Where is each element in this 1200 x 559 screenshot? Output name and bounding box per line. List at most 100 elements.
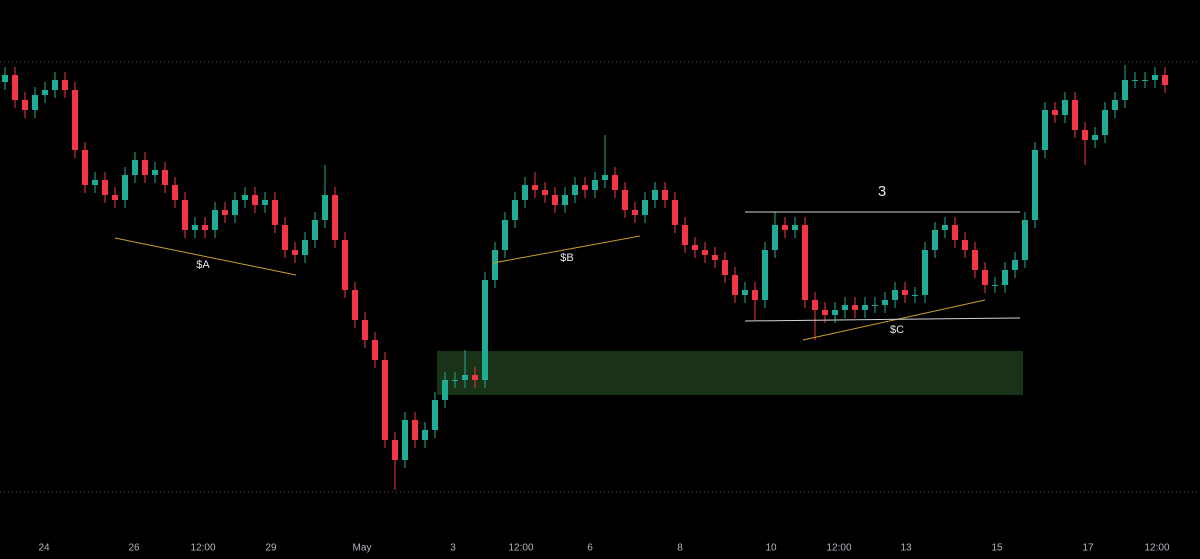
candle-body xyxy=(62,80,68,90)
candle-body xyxy=(562,195,568,205)
candle-body xyxy=(692,245,698,250)
candle-body xyxy=(942,225,948,230)
candle-body xyxy=(632,210,638,215)
candle-body xyxy=(902,290,908,295)
x-tick-label: 12:00 xyxy=(826,543,851,554)
candle-body xyxy=(772,225,778,250)
candle-body xyxy=(992,285,998,286)
trend-line xyxy=(744,317,1021,322)
candle-body xyxy=(822,310,828,315)
candle-body xyxy=(322,195,328,220)
x-tick-label: 13 xyxy=(900,543,912,554)
trend-line xyxy=(114,237,297,276)
candle-body xyxy=(1082,130,1088,140)
candle-body xyxy=(502,220,508,250)
candle-body xyxy=(342,240,348,290)
candle-body xyxy=(742,290,748,295)
candle-body xyxy=(482,280,488,380)
candle-body xyxy=(262,200,268,205)
candle-body xyxy=(622,190,628,210)
x-tick-label: 8 xyxy=(677,543,683,554)
x-tick-label: 6 xyxy=(587,543,593,554)
candle-body xyxy=(702,250,708,255)
candle-body xyxy=(552,195,558,205)
candle-body xyxy=(582,185,588,190)
annotation: $C xyxy=(890,324,904,336)
candle-body xyxy=(252,195,258,205)
candle-body xyxy=(382,360,388,440)
candle-body xyxy=(132,160,138,175)
candle-body xyxy=(872,305,878,306)
candle-body xyxy=(172,185,178,200)
candle-body xyxy=(192,225,198,230)
candle-body xyxy=(462,375,468,380)
candle-body xyxy=(152,170,158,175)
candle-body xyxy=(932,230,938,250)
candle-body xyxy=(302,240,308,255)
candle-body xyxy=(1092,135,1098,140)
candle-body xyxy=(952,225,958,240)
candle-body xyxy=(972,250,978,270)
candle-body xyxy=(762,250,768,300)
candle-body xyxy=(392,440,398,460)
candle-body xyxy=(982,270,988,285)
candle-body xyxy=(732,275,738,295)
candle-body xyxy=(1042,110,1048,150)
candle-body xyxy=(52,80,58,90)
x-tick-label: 17 xyxy=(1082,543,1094,554)
candle-body xyxy=(372,340,378,360)
candle-body xyxy=(472,375,478,380)
candle-body xyxy=(882,300,888,305)
x-tick-label: 15 xyxy=(991,543,1003,554)
candle-body xyxy=(542,190,548,195)
candle-body xyxy=(282,225,288,250)
candle-body xyxy=(362,320,368,340)
candle-body xyxy=(892,290,898,300)
x-tick-label: 10 xyxy=(765,543,777,554)
candle-body xyxy=(242,195,248,200)
candle-body xyxy=(912,295,918,296)
candle-body xyxy=(532,185,538,190)
candle-body xyxy=(1162,75,1168,85)
candle-body xyxy=(352,290,358,320)
candle-body xyxy=(32,95,38,110)
candle-body xyxy=(2,75,8,82)
x-tick-label: 12:00 xyxy=(1144,543,1169,554)
candle-body xyxy=(612,175,618,190)
candle-body xyxy=(1062,100,1068,115)
candle-body xyxy=(332,195,338,240)
candle-body xyxy=(72,90,78,150)
x-tick-label: 12:00 xyxy=(508,543,533,554)
trend-line xyxy=(492,235,641,264)
candle-body xyxy=(922,250,928,295)
candle-body xyxy=(142,160,148,175)
candle-body xyxy=(42,90,48,95)
candle-body xyxy=(1122,80,1128,100)
candle-body xyxy=(442,380,448,400)
candle-body xyxy=(512,200,518,220)
candle-body xyxy=(422,430,428,440)
candle-body xyxy=(1142,80,1148,81)
candle-body xyxy=(22,100,28,110)
candle-body xyxy=(722,260,728,275)
candle-body xyxy=(432,400,438,430)
x-tick-label: 26 xyxy=(128,543,140,554)
x-tick-label: 24 xyxy=(38,543,50,554)
candle-body xyxy=(12,75,18,100)
candle-body xyxy=(92,180,98,185)
candle-body xyxy=(592,180,598,190)
candle-body xyxy=(202,225,208,230)
candle-body xyxy=(102,180,108,195)
x-tick-label: May xyxy=(353,543,372,554)
candle-body xyxy=(1012,260,1018,270)
candle-body xyxy=(162,170,168,185)
candle-body xyxy=(642,200,648,215)
candle-body xyxy=(452,380,458,381)
candle-body xyxy=(292,250,298,255)
candle-body xyxy=(1102,110,1108,135)
candle-body xyxy=(1112,100,1118,110)
trend-line xyxy=(802,299,986,341)
candle-body xyxy=(812,300,818,310)
